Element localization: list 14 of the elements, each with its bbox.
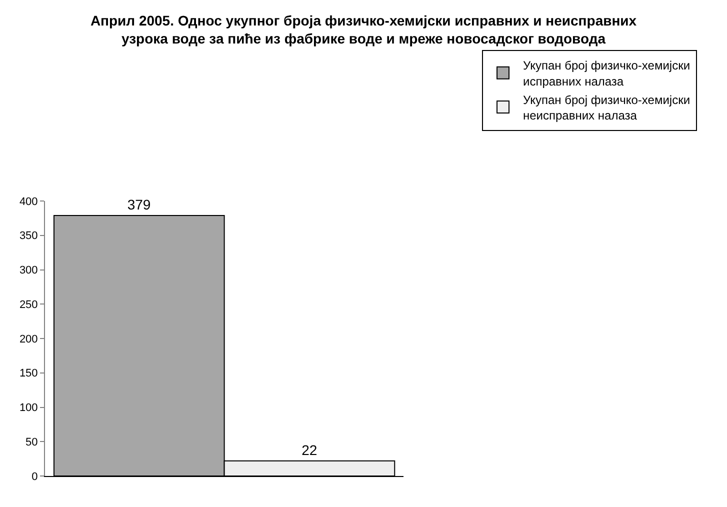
y-tick-label: 200 xyxy=(19,333,38,346)
y-tick-label: 100 xyxy=(19,402,38,414)
legend-label: Укупан број физичко-хемијски неисправних налаза xyxy=(523,92,690,123)
chart-title: Април 2005. Однос укупног броја физичко-хемијски исправних и неисправних узрока воде за пиће из фабрике воде и мреже новосадског водовода xyxy=(90,12,637,47)
legend-label: Укупан број физичко-хемијски исправних налаза xyxy=(523,58,690,88)
y-tick-label: 150 xyxy=(19,368,38,380)
y-tick-label: 350 xyxy=(19,230,38,242)
data-label: 379 xyxy=(127,196,151,212)
y-tick-label: 300 xyxy=(19,264,38,277)
y-tick-label: 400 xyxy=(19,196,38,208)
data-label: 22 xyxy=(302,442,318,458)
y-tick-label: 50 xyxy=(26,436,38,448)
y-tick-label: 250 xyxy=(19,298,38,311)
y-tick-label: 0 xyxy=(32,470,38,483)
